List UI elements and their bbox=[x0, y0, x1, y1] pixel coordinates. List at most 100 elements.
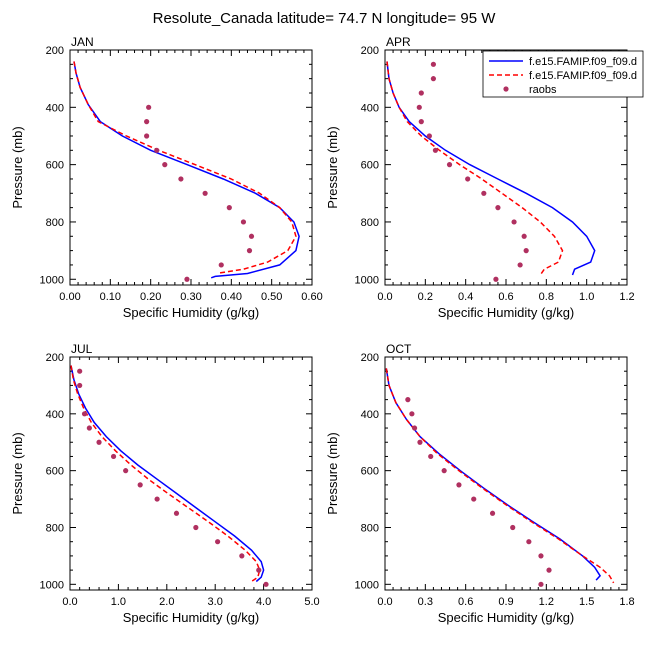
model-line-dashed bbox=[386, 61, 564, 276]
y-tick-label: 600 bbox=[361, 466, 379, 478]
x-tick-label: 0.3 bbox=[418, 596, 433, 608]
x-tick-label: 0.30 bbox=[180, 291, 201, 303]
y-axis-label: Pressure (mb) bbox=[10, 126, 25, 208]
model-line-dashed bbox=[385, 368, 615, 584]
raobs-point bbox=[184, 276, 190, 282]
raobs-point bbox=[489, 510, 496, 516]
panel-label: APR bbox=[386, 35, 411, 49]
y-tick-label: 400 bbox=[46, 409, 64, 421]
x-axis-label: Specific Humidity (g/kg) bbox=[438, 610, 575, 625]
x-tick-label: 1.0 bbox=[111, 596, 126, 608]
model-line-solid bbox=[70, 365, 265, 583]
y-tick-label: 800 bbox=[46, 217, 64, 229]
y-axis-label: Pressure (mb) bbox=[325, 126, 340, 208]
y-tick-label: 600 bbox=[361, 160, 379, 172]
x-tick-label: 0.6 bbox=[458, 596, 473, 608]
raobs-point bbox=[193, 524, 199, 531]
legend-label: raobs bbox=[529, 84, 557, 96]
raobs-point bbox=[96, 439, 102, 445]
raobs-point bbox=[77, 368, 83, 374]
x-tick-label: 0.8 bbox=[539, 291, 554, 303]
raobs-point bbox=[432, 147, 439, 153]
raobs-point bbox=[493, 276, 499, 282]
y-tick-label: 400 bbox=[361, 102, 379, 114]
x-tick-label: 0.20 bbox=[140, 291, 161, 303]
panel-jan: JAN 0.00 0.10 0.20 0.30 0.40 0.50 0.60 200 400 600… bbox=[10, 35, 323, 320]
x-tick-label: 0.0 bbox=[62, 596, 77, 608]
legend-box bbox=[482, 50, 644, 98]
raobs-point bbox=[417, 439, 423, 445]
raobs-point bbox=[517, 262, 523, 268]
raobs-point bbox=[173, 510, 180, 516]
raobs-point bbox=[86, 425, 92, 431]
raobs-point bbox=[426, 133, 432, 139]
raobs-point bbox=[526, 539, 532, 545]
x-tick-label: 1.2 bbox=[619, 291, 634, 303]
plot-frame bbox=[69, 356, 313, 591]
y-tick-label: 1000 bbox=[40, 274, 64, 286]
raobs-point bbox=[144, 133, 150, 139]
y-tick-label: 800 bbox=[46, 522, 64, 534]
raobs-point bbox=[441, 468, 447, 474]
y-tick-label: 400 bbox=[361, 409, 379, 421]
x-tick-label: 0.60 bbox=[301, 291, 322, 303]
raobs-point bbox=[81, 411, 88, 417]
x-tick-label: 2.0 bbox=[159, 596, 174, 608]
raobs-point bbox=[523, 248, 529, 254]
model-line-dashed bbox=[70, 365, 261, 583]
raobs-point bbox=[430, 76, 436, 82]
raobs-point bbox=[521, 233, 527, 239]
x-tick-label: 5.0 bbox=[304, 596, 319, 608]
raobs-point bbox=[110, 453, 117, 460]
raobs-point bbox=[456, 482, 462, 488]
raobs-point bbox=[481, 190, 487, 196]
x-tick-label: 0.00 bbox=[59, 291, 80, 303]
x-axis-label: Specific Humidity (g/kg) bbox=[123, 610, 260, 625]
raobs-point bbox=[162, 162, 168, 168]
y-tick-label: 200 bbox=[361, 45, 379, 57]
raobs-point bbox=[218, 262, 224, 268]
y-axis-label: Pressure (mb) bbox=[325, 432, 340, 514]
raobs-point bbox=[77, 382, 83, 389]
y-tick-label: 200 bbox=[46, 45, 64, 57]
y-tick-label: 1000 bbox=[40, 579, 64, 591]
raobs-point bbox=[409, 411, 415, 417]
raobs-point bbox=[510, 524, 516, 531]
raobs-point bbox=[465, 176, 471, 182]
raobs-point bbox=[240, 219, 247, 225]
x-tick-label: 0.40 bbox=[221, 291, 242, 303]
panel-label: JAN bbox=[71, 35, 94, 49]
raobs-point bbox=[538, 581, 544, 587]
panel-jul: JUL 0.0 1.0 2.0 3.0 4.0 5.0 200 400 600 800 1000 Spe… bbox=[10, 342, 320, 625]
x-axis-label: Specific Humidity (g/kg) bbox=[123, 305, 260, 320]
y-tick-label: 400 bbox=[46, 102, 64, 114]
y-tick-label: 1000 bbox=[355, 579, 379, 591]
raobs-point bbox=[137, 482, 143, 488]
raobs-point bbox=[215, 539, 221, 545]
raobs-point bbox=[418, 119, 424, 125]
x-tick-label: 0.0 bbox=[377, 291, 392, 303]
raobs-point bbox=[239, 553, 245, 559]
figure-title: Resolute_Canada latitude= 74.7 N longitu… bbox=[153, 10, 497, 27]
x-tick-label: 0.4 bbox=[458, 291, 473, 303]
panel-oct: OCT 0.0 0.3 0.6 0.9 1.2 1.5 1.8 200 400 600 800 1000… bbox=[325, 342, 635, 625]
raobs-point bbox=[154, 147, 160, 153]
raobs-point bbox=[146, 104, 152, 110]
raobs-point bbox=[246, 248, 253, 254]
model-line-solid bbox=[385, 368, 602, 581]
panel-apr: APR 0.0 0.2 0.4 0.6 0.8 1.0 1.2 200 400 600 800 1000… bbox=[325, 35, 644, 320]
x-tick-label: 1.8 bbox=[619, 596, 634, 608]
raobs-point bbox=[446, 162, 453, 168]
raobs-point bbox=[226, 205, 232, 211]
y-tick-label: 200 bbox=[361, 352, 379, 364]
panel-label: OCT bbox=[386, 342, 412, 356]
raobs-point bbox=[154, 496, 160, 502]
x-tick-label: 3.0 bbox=[208, 596, 223, 608]
raobs-point bbox=[538, 553, 544, 559]
x-axis-label: Specific Humidity (g/kg) bbox=[438, 305, 575, 320]
legend: f.e15.FAMIP.f09_f09.d f.e15.FAMIP.f09_f09… bbox=[482, 50, 644, 98]
y-tick-label: 1000 bbox=[355, 274, 379, 286]
legend-label: f.e15.FAMIP.f09_f09.d bbox=[529, 56, 637, 68]
plot-frame bbox=[69, 49, 313, 286]
